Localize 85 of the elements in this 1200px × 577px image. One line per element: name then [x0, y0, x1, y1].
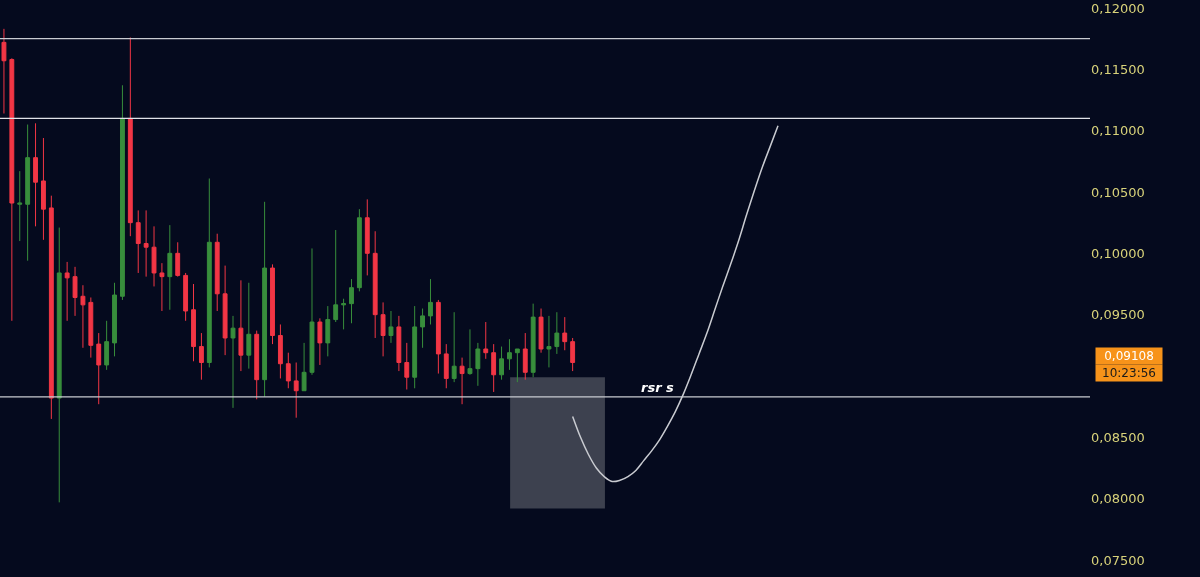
candlestick	[570, 337, 576, 372]
candlestick	[443, 343, 449, 389]
candlestick	[356, 208, 362, 292]
candlestick	[88, 296, 94, 359]
candlestick	[119, 84, 125, 301]
candlestick	[451, 311, 457, 383]
candlestick	[214, 233, 220, 312]
candlestick	[222, 265, 228, 356]
candlestick	[1, 28, 7, 114]
candlestick	[183, 272, 189, 322]
candlestick	[309, 247, 315, 376]
candlestick	[325, 305, 331, 357]
candlestick	[277, 323, 283, 379]
candlestick	[135, 209, 141, 274]
candlestick	[230, 315, 236, 409]
candlestick	[246, 282, 252, 370]
candlestick	[72, 266, 78, 317]
candlestick	[499, 346, 504, 381]
y-tick-label: 0,12000	[1091, 0, 1145, 16]
candlestick	[396, 315, 402, 372]
candlestick	[270, 263, 275, 345]
candlestick	[17, 170, 23, 242]
ref-line-label: rsr s	[641, 380, 675, 395]
candlestick	[56, 227, 62, 503]
text: 10:23:56	[1102, 366, 1156, 380]
candlestick	[372, 230, 378, 339]
candlestick	[175, 241, 181, 278]
candlestick	[475, 342, 481, 387]
candlestick	[554, 311, 560, 355]
candlestick	[522, 332, 528, 381]
candlestick	[388, 310, 394, 344]
candlestick	[64, 261, 70, 322]
y-tick-label: 0,10000	[1091, 245, 1145, 261]
candlestick	[428, 278, 433, 325]
candlestick	[459, 357, 465, 405]
y-tick-label: 0,08000	[1091, 491, 1145, 507]
candlestick	[238, 279, 244, 372]
candlestick	[262, 201, 268, 398]
candlestick	[404, 342, 410, 390]
y-tick-label: 0,11500	[1091, 61, 1145, 77]
candlestick	[341, 298, 347, 330]
candlestick	[254, 330, 260, 400]
candlestick	[33, 122, 38, 227]
candlestick	[412, 305, 418, 389]
y-tick-label: 0,10500	[1091, 184, 1145, 200]
candlestick	[435, 299, 441, 375]
candlestick	[507, 338, 512, 371]
candlestick	[349, 278, 354, 324]
candlestick	[467, 328, 473, 375]
candlestick	[48, 195, 54, 420]
candlestick	[483, 321, 489, 360]
candlestick	[293, 362, 299, 419]
candlestick	[420, 308, 426, 349]
candlestick	[206, 178, 212, 368]
candlestick	[530, 303, 536, 378]
candlestick	[514, 348, 520, 383]
candlestick	[112, 282, 117, 357]
candlestick	[167, 224, 173, 311]
candlestick	[364, 198, 370, 276]
candlestick	[538, 308, 544, 354]
candlestick	[96, 332, 102, 405]
candlestick	[562, 316, 568, 351]
y-tick-label: 0,07500	[1091, 552, 1145, 568]
candlestick	[380, 301, 386, 357]
candlestick	[127, 36, 133, 237]
candlestick	[333, 229, 339, 323]
y-tick-label: 0,09500	[1091, 307, 1145, 323]
candlestick	[191, 283, 196, 362]
candlestick	[9, 57, 15, 322]
y-tick-label: 0,11000	[1091, 123, 1145, 139]
candlestick	[546, 315, 552, 368]
candlestick	[491, 343, 497, 393]
candlestick	[80, 284, 86, 349]
candlestick	[25, 124, 31, 262]
candlestick	[151, 225, 157, 287]
candlestick	[41, 137, 46, 241]
candlestick	[285, 352, 291, 389]
candlestick	[159, 262, 165, 312]
candlestick	[317, 317, 323, 366]
candlestick	[104, 320, 110, 371]
candlestick	[143, 209, 149, 278]
candlestick	[198, 332, 204, 381]
candlestick	[301, 342, 307, 392]
text: 0,09108	[1104, 349, 1154, 363]
y-tick-label: 0,08500	[1091, 429, 1145, 445]
